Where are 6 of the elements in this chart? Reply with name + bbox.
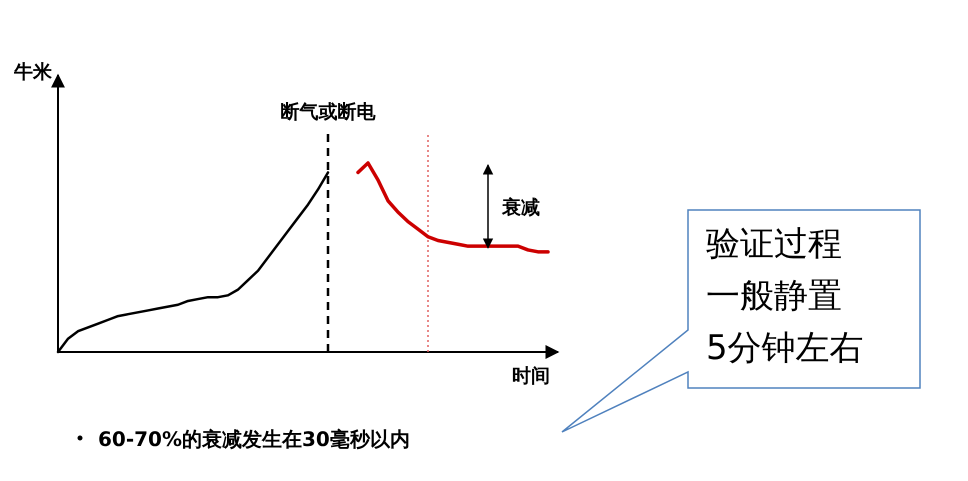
annotation: 衰减 [501,196,540,218]
text: 断气或断电 [280,101,376,123]
y-axis-title: 牛米 [13,61,53,83]
x-axis-title: 时间 [512,365,550,387]
text: 60-70%的衰减发生在30毫秒以内 [98,427,410,451]
text: 验证过程一般静置5分钟左右 [706,224,864,368]
